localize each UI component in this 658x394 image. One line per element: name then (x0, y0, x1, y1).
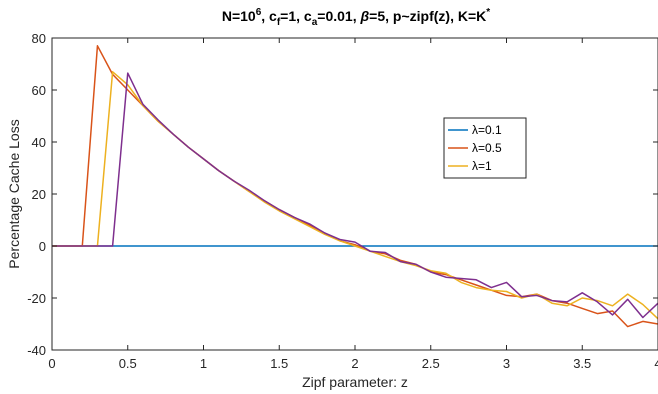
legend: λ=0.1 λ=0.5 λ=1 (443, 117, 527, 179)
x-tick-label: 4 (654, 356, 658, 371)
y-tick-label: -20 (27, 291, 46, 306)
y-tick-label: 40 (32, 135, 46, 150)
y-tick-label: -40 (27, 343, 46, 358)
legend-label: λ=0.5 (472, 141, 502, 155)
x-tick-label: 1.5 (270, 356, 288, 371)
y-tick-label: 20 (32, 187, 46, 202)
x-tick-label: 3 (503, 356, 510, 371)
y-tick-label: 0 (39, 239, 46, 254)
x-tick-label: 1 (200, 356, 207, 371)
x-axis-label: Zipf parameter: z (302, 374, 408, 390)
series-layer (52, 45, 658, 328)
series-line-2 (52, 45, 658, 328)
x-tick-label: 3.5 (573, 356, 591, 371)
tick-layer: 0 0.5 1 1.5 2 2.5 3 3.5 4 -40 -20 0 20 40 60 80 (27, 31, 658, 371)
y-tick-label: 60 (32, 83, 46, 98)
x-tick-label: 0.5 (119, 356, 137, 371)
x-tick-label: 0 (48, 356, 55, 371)
chart-title: N=106, cf=1, ca=0.01, β=5, p~zipf(z), K=… (222, 7, 490, 28)
x-tick-label: 2 (351, 356, 358, 371)
x-tick-label: 2.5 (422, 356, 440, 371)
legend-label: λ=0.1 (472, 123, 502, 137)
y-tick-label: 80 (32, 31, 46, 46)
legend-label: λ=1 (472, 159, 492, 173)
series-line-3 (52, 71, 658, 320)
y-axis-label: Percentage Cache Loss (6, 119, 22, 268)
series-line-4 (52, 72, 658, 319)
